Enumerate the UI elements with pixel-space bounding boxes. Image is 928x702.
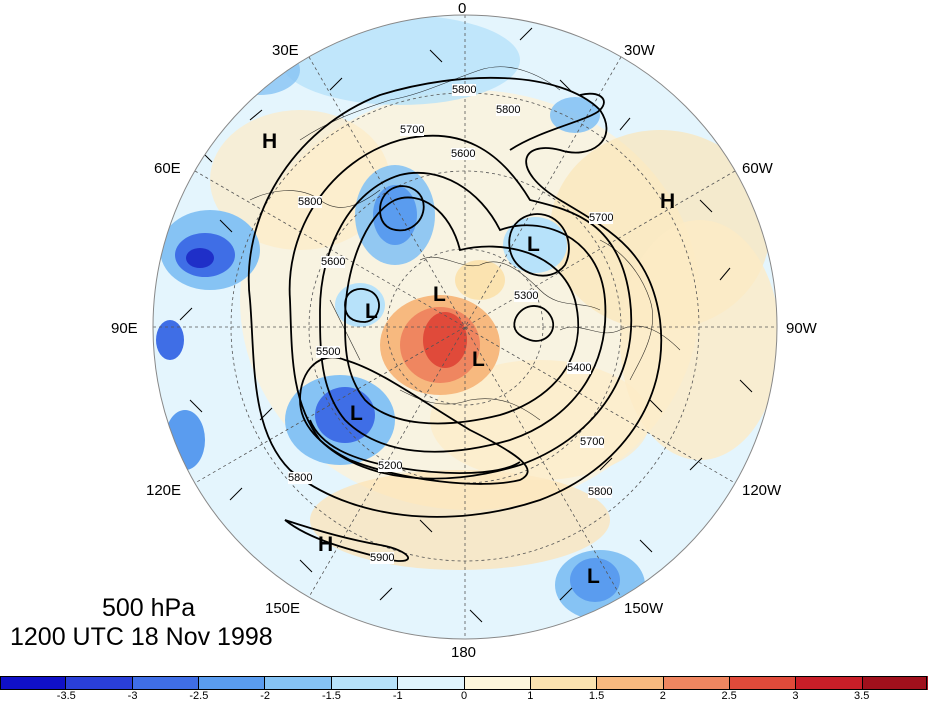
contour-label: 5900	[370, 552, 395, 564]
colorbar-segment	[132, 676, 200, 690]
colorbar-tick-label: 3	[792, 690, 799, 702]
colorbar-tick-label: -1	[392, 690, 403, 702]
colorbar-tick-label: -3.5	[56, 690, 76, 702]
lon-label-60e: 60E	[154, 160, 181, 177]
low-center: L	[527, 233, 540, 256]
lon-label-90w: 90W	[786, 320, 817, 337]
colorbar-segment	[66, 676, 133, 690]
low-center: L	[433, 283, 446, 306]
colorbar-segment	[199, 676, 266, 690]
colorbar	[0, 676, 928, 690]
lon-label-150e: 150E	[265, 600, 301, 617]
map-boundary	[152, 14, 778, 640]
map-level-title: 500 hPa	[102, 594, 196, 622]
colorbar-segment	[0, 676, 67, 690]
colorbar-tick-label: -3	[127, 690, 138, 702]
colorbar-tick-label: 1	[527, 690, 534, 702]
contour-label: 5300	[514, 290, 539, 302]
lon-label-90e: 90E	[111, 320, 138, 337]
colorbar-segment	[796, 676, 863, 690]
colorbar-segment	[464, 676, 531, 690]
lon-label-30w: 30W	[624, 42, 655, 59]
low-center: L	[365, 300, 378, 323]
colorbar-segment	[663, 676, 730, 690]
low-center: L	[587, 565, 600, 588]
contour-label: 5800	[288, 472, 313, 484]
colorbar-tick-label: 2	[659, 690, 666, 702]
contour-label: 5600	[321, 256, 346, 268]
colorbar-tick-label: -1.5	[321, 690, 341, 702]
lon-label-120e: 120E	[146, 482, 182, 499]
contour-label: 5600	[451, 148, 476, 160]
colorbar-segment	[265, 676, 332, 690]
colorbar-tick-label: 0	[460, 690, 468, 702]
low-center: L	[350, 402, 363, 425]
colorbar-tick-label: 3.5	[854, 690, 870, 702]
contour-label: 5800	[298, 196, 323, 208]
contour-label: 5200	[378, 460, 403, 472]
contour-label: 5700	[589, 212, 614, 224]
height-contours	[247, 76, 663, 562]
contour-label: 5800	[496, 104, 521, 116]
contour-label: 5700	[400, 124, 425, 136]
wind-barbs	[179, 27, 753, 623]
high-center: H	[660, 190, 676, 213]
contour-label: 5700	[580, 436, 605, 448]
colorbar-segment	[530, 676, 598, 690]
graticule	[153, 15, 777, 639]
lon-label-120w: 120W	[742, 482, 782, 499]
high-center: H	[318, 533, 334, 556]
colorbar-segment	[729, 676, 797, 690]
high-center: H	[262, 130, 278, 153]
colorbar-tick-label: -2.5	[189, 690, 209, 702]
lon-label-60w: 60W	[742, 160, 773, 177]
contour-label: 5800	[588, 486, 613, 498]
lon-label-150w: 150W	[624, 600, 664, 617]
lon-label-0: 0	[458, 0, 467, 17]
lon-label-30e: 30E	[272, 42, 299, 59]
low-center: L	[472, 348, 485, 371]
map-time-title: 1200 UTC 18 Nov 1998	[10, 623, 273, 651]
contour-label: 5400	[567, 362, 592, 374]
colorbar-tick-label: 1.5	[588, 690, 605, 702]
colorbar-tick-label: 2.5	[721, 690, 737, 702]
contour-label: 5500	[316, 346, 341, 358]
colorbar-segment	[862, 676, 928, 690]
lon-label-180: 180	[451, 644, 477, 661]
colorbar-segment	[398, 676, 465, 690]
contour-label: 5800	[452, 84, 477, 96]
colorbar-segment	[597, 676, 664, 690]
colorbar-segment	[331, 676, 399, 690]
colorbar-tick-label: -2	[260, 690, 271, 702]
